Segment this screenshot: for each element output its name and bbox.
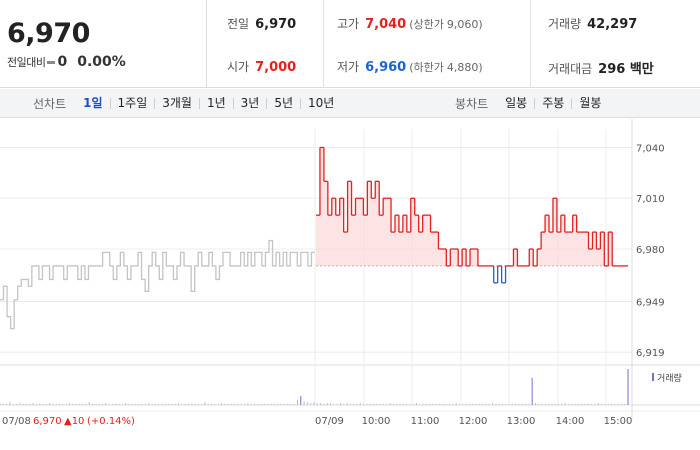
change-label: 전일대비 — [7, 56, 46, 69]
prev-close-value: 6,970 — [255, 17, 297, 32]
tab-1-week[interactable]: 1주일 — [109, 97, 155, 109]
volume-legend-label: 거래량 — [657, 372, 682, 384]
volume-legend-swatch — [652, 373, 654, 381]
current-price: 6,970 — [7, 18, 90, 49]
volume-cell: 거래량 42,297 — [548, 15, 637, 32]
open-value: 7,000 — [255, 60, 297, 75]
x-tick-label: 07/08 — [2, 416, 31, 427]
prev-day-rate-label: (+0.14%) — [87, 416, 135, 427]
prev-close-label: 전일 — [227, 17, 250, 31]
low-cell: 저가 6,960 (하한가 4,880) — [337, 58, 483, 75]
candle-chart-title: 봉차트 — [455, 97, 489, 111]
x-tick-label: 15:00 — [604, 416, 633, 427]
tab-daily-candle[interactable]: 일봉 — [505, 96, 528, 110]
y-tick-label: 6,980 — [636, 245, 665, 256]
tab-3-month[interactable]: 3개월 — [154, 97, 199, 109]
tab-3-year[interactable]: 3년 — [232, 97, 267, 109]
x-tick-label: 13:00 — [507, 416, 536, 427]
tab-1-year[interactable]: 1년 — [198, 97, 233, 109]
x-tick-label: 10:00 — [362, 416, 391, 427]
y-tick-label: 7,010 — [636, 194, 665, 205]
tab-5-year[interactable]: 5년 — [266, 97, 300, 109]
today-area-fill — [316, 147, 628, 266]
upper-limit-label: (상한가 — [409, 18, 444, 31]
volume-value: 42,297 — [587, 17, 638, 32]
x-tick-label: 12:00 — [459, 416, 488, 427]
change-row: 전일대비 0 0.00% — [7, 54, 126, 70]
volume-label: 거래량 — [548, 17, 582, 31]
prev-day-change-label: ▲10 — [64, 416, 84, 427]
flat-dash-icon — [47, 60, 56, 64]
line-chart-tabs: 선차트 1일 1주일 3개월 1년 3년 5년 10년 — [33, 89, 341, 118]
candle-chart-tabs: 봉차트 일봉 주봉 월봉 — [455, 89, 608, 118]
chart-period-tabbar: 선차트 1일 1주일 3개월 1년 3년 5년 10년 봉차트 일봉 주봉 월봉 — [0, 89, 700, 118]
line-chart-title: 선차트 — [33, 97, 67, 111]
lower-limit-value: 4,880) — [446, 61, 483, 74]
y-tick-label: 6,919 — [636, 348, 665, 359]
quote-header: 6,970 전일대비 0 0.00% 전일 6,970 고가 7,040 (상한… — [0, 0, 700, 88]
high-cell: 고가 7,040 (상한가 9,060) — [337, 15, 483, 32]
prev-day-price-label: 6,970 — [33, 416, 62, 427]
change-value: 0 — [57, 54, 68, 70]
trade-value-label: 거래대금 — [548, 62, 593, 76]
low-label: 저가 — [337, 60, 360, 74]
low-value: 6,960 — [365, 60, 407, 75]
intraday-chart-svg: 7,040 7,010 6,980 6,949 6,919 거래량 07/08 07/09 10… — [0, 119, 700, 427]
prev-close-cell: 전일 6,970 — [227, 15, 296, 32]
upper-limit-value: 9,060) — [446, 18, 483, 31]
trade-value-value: 296 백만 — [598, 62, 654, 77]
open-cell: 시가 7,000 — [227, 58, 296, 75]
current-price-box: 6,970 전일대비 0 0.00% — [0, 0, 207, 88]
trade-value-cell: 거래대금 296 백만 — [548, 58, 654, 77]
tab-10-year[interactable]: 10년 — [300, 97, 341, 109]
x-tick-label: 14:00 — [556, 416, 585, 427]
intraday-chart: 7,040 7,010 6,980 6,949 6,919 거래량 07/08 07/09 10… — [0, 119, 700, 450]
open-label: 시가 — [227, 60, 250, 74]
info-divider — [530, 0, 531, 88]
quote-info-grid: 전일 6,970 고가 7,040 (상한가 9,060) 거래량 42,297… — [208, 0, 700, 88]
lower-limit-label: (하한가 — [409, 61, 444, 74]
x-tick-label: 11:00 — [411, 416, 440, 427]
high-label: 고가 — [337, 17, 360, 31]
y-tick-label: 7,040 — [636, 143, 665, 154]
tab-1-day[interactable]: 1일 — [83, 96, 103, 110]
y-tick-label: 6,949 — [636, 297, 665, 308]
change-rate: 0.00% — [77, 54, 126, 70]
x-tick-label: 07/09 — [315, 416, 344, 427]
info-divider — [323, 0, 324, 88]
tab-monthly-candle[interactable]: 월봉 — [571, 97, 608, 109]
high-value: 7,040 — [365, 17, 407, 32]
prev-day-line — [0, 239, 315, 330]
tab-weekly-candle[interactable]: 주봉 — [534, 97, 571, 109]
